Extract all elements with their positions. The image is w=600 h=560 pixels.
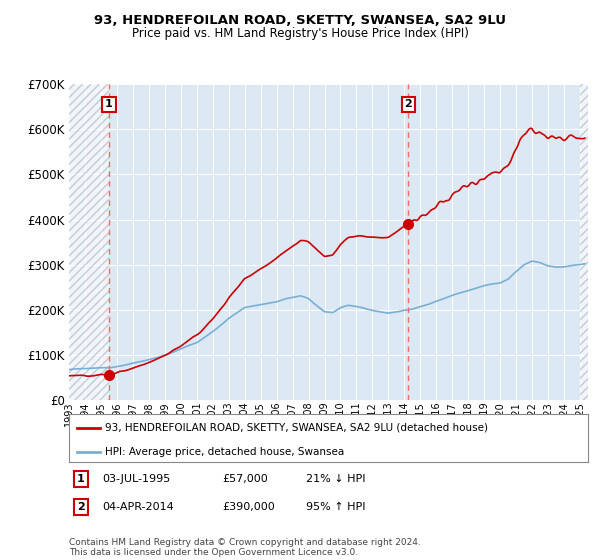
Text: Price paid vs. HM Land Registry's House Price Index (HPI): Price paid vs. HM Land Registry's House … bbox=[131, 27, 469, 40]
Text: £390,000: £390,000 bbox=[222, 502, 275, 512]
Text: 03-JUL-1995: 03-JUL-1995 bbox=[102, 474, 170, 484]
Bar bbox=[69, 84, 109, 400]
Text: 1: 1 bbox=[105, 99, 113, 109]
Text: 1: 1 bbox=[77, 474, 85, 484]
Bar bbox=[580, 84, 588, 400]
Text: £57,000: £57,000 bbox=[222, 474, 268, 484]
Text: 21% ↓ HPI: 21% ↓ HPI bbox=[306, 474, 365, 484]
Text: HPI: Average price, detached house, Swansea: HPI: Average price, detached house, Swan… bbox=[106, 446, 344, 456]
Text: 93, HENDREFOILAN ROAD, SKETTY, SWANSEA, SA2 9LU: 93, HENDREFOILAN ROAD, SKETTY, SWANSEA, … bbox=[94, 14, 506, 27]
Text: Contains HM Land Registry data © Crown copyright and database right 2024.
This d: Contains HM Land Registry data © Crown c… bbox=[69, 538, 421, 557]
Text: 95% ↑ HPI: 95% ↑ HPI bbox=[306, 502, 365, 512]
Text: 93, HENDREFOILAN ROAD, SKETTY, SWANSEA, SA2 9LU (detached house): 93, HENDREFOILAN ROAD, SKETTY, SWANSEA, … bbox=[106, 423, 488, 433]
Text: 2: 2 bbox=[77, 502, 85, 512]
Text: 2: 2 bbox=[404, 99, 412, 109]
Text: 04-APR-2014: 04-APR-2014 bbox=[102, 502, 174, 512]
